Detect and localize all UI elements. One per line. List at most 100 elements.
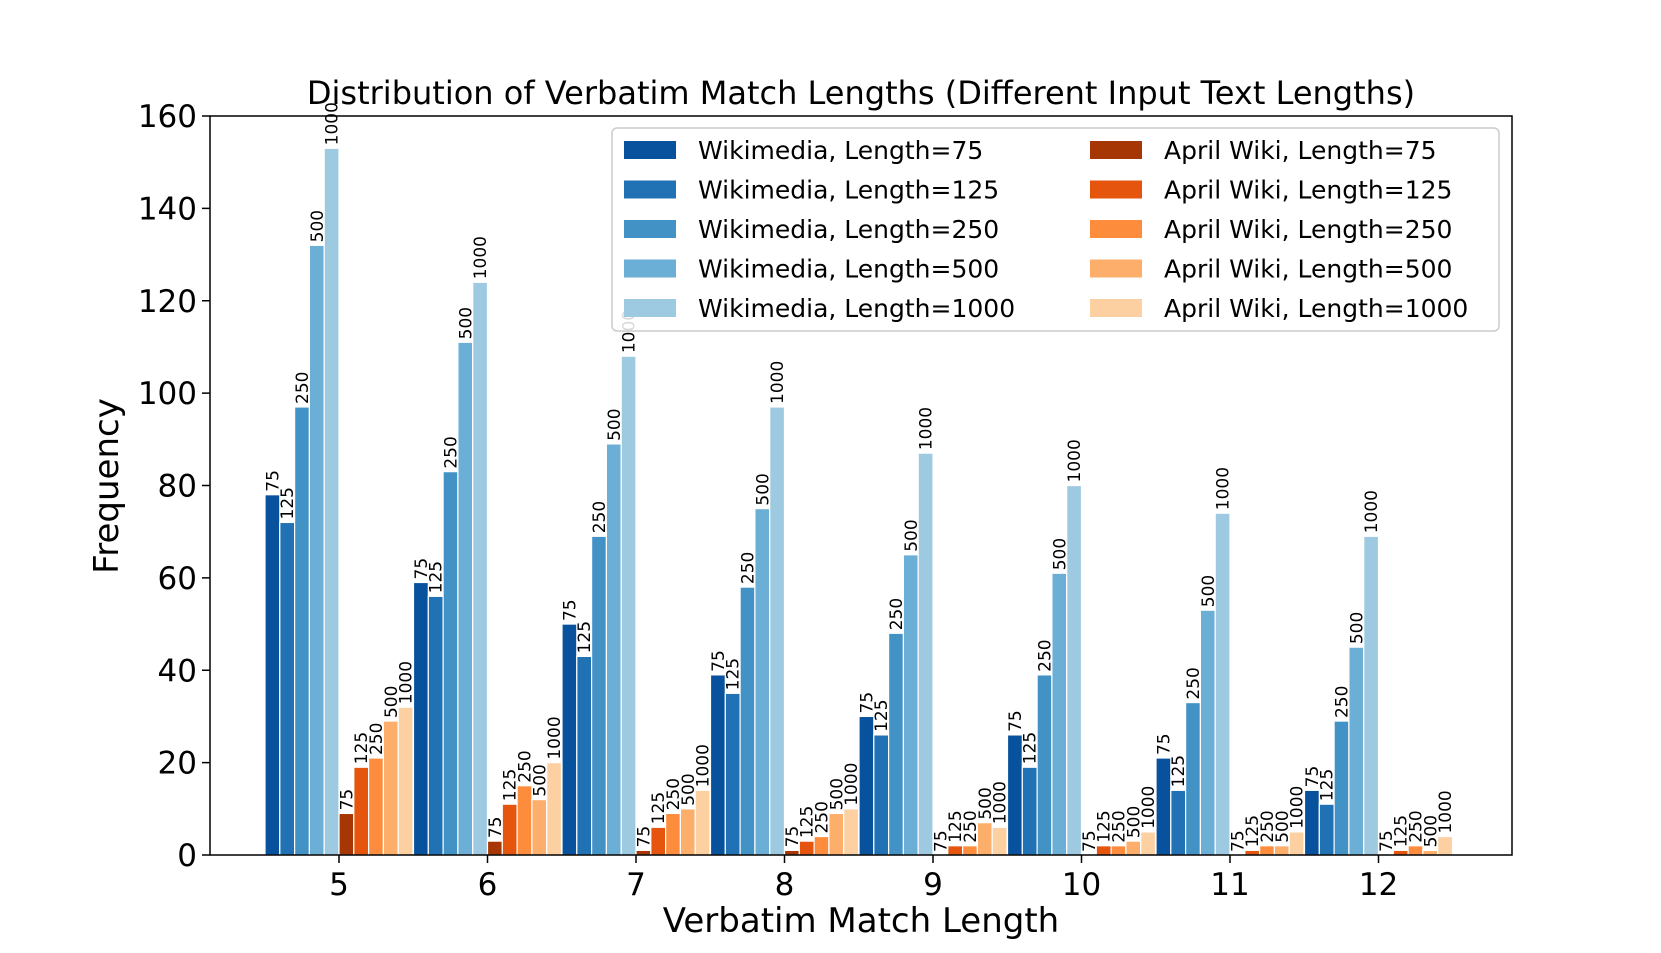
legend-entry-label: April Wiki, Length=250	[1164, 215, 1452, 244]
bar-data-label: 500	[902, 519, 922, 551]
bar	[368, 757, 385, 856]
y-tick-label: 100	[138, 376, 197, 412]
bar-data-label: 1000	[545, 716, 565, 759]
bar-data-label: 125	[1243, 815, 1263, 847]
bar-data-label: 125	[1095, 810, 1115, 842]
bar-data-label: 250	[1407, 810, 1427, 842]
legend-swatch	[1090, 141, 1142, 159]
x-tick-label: 10	[1062, 867, 1101, 903]
y-tick-label: 60	[158, 561, 197, 597]
bar	[264, 494, 281, 856]
bar-data-label: 250	[1333, 686, 1353, 718]
bar	[308, 244, 325, 856]
legend-entry-label: April Wiki, Length=75	[1164, 136, 1437, 165]
bar	[813, 835, 830, 856]
bar	[531, 798, 548, 856]
bar	[486, 840, 503, 856]
x-tick-label: 5	[329, 867, 349, 903]
bar-data-label: 500	[530, 764, 550, 796]
bar-data-label: 250	[961, 810, 981, 842]
bar-data-label: 250	[739, 552, 759, 584]
bar-data-label: 250	[590, 501, 610, 533]
bar-data-label: 250	[1110, 810, 1130, 842]
bar-data-label: 250	[887, 598, 907, 630]
bar	[679, 808, 696, 856]
bar-data-label: 1000	[1214, 467, 1234, 510]
bar	[991, 826, 1008, 856]
bar-data-label: 1000	[1362, 490, 1382, 533]
bar-data-label: 125	[724, 658, 744, 690]
legend-entry-label: Wikimedia, Length=1000	[698, 294, 1015, 323]
bar	[1348, 646, 1365, 856]
bar-data-label: 125	[1021, 732, 1041, 764]
bar-data-label: 1000	[991, 781, 1011, 824]
bar-data-label: 75	[857, 692, 877, 714]
y-tick-label: 20	[158, 746, 197, 782]
bar-data-label: 125	[427, 561, 447, 593]
bar-data-label: 125	[352, 732, 372, 764]
legend-entry-label: Wikimedia, Length=75	[698, 136, 983, 165]
x-tick-label: 8	[775, 867, 795, 903]
bar-data-label: 500	[605, 408, 625, 440]
bar-data-label: 1000	[1139, 786, 1159, 829]
x-tick-label: 9	[923, 867, 943, 903]
x-axis-label: Verbatim Match Length	[663, 901, 1059, 941]
bar-data-label: 500	[308, 210, 328, 242]
bar-data-label: 1000	[1436, 790, 1456, 833]
bar	[1170, 789, 1187, 856]
legend-swatch	[1090, 299, 1142, 317]
bar	[576, 655, 593, 856]
bar-data-label: 250	[516, 750, 536, 782]
legend-entry-label: Wikimedia, Length=500	[698, 255, 999, 284]
bar-data-label: 75	[931, 830, 951, 852]
legend-swatch	[1090, 180, 1142, 199]
bar-data-label: 75	[1154, 733, 1174, 755]
bar-data-label: 250	[1184, 667, 1204, 699]
legend-swatch	[624, 141, 676, 159]
bar-data-label: 500	[1124, 806, 1144, 838]
bar-labels-layer: 7512525050010007512525050010007512525050…	[263, 102, 1456, 852]
bar	[323, 147, 340, 856]
bar	[1363, 535, 1380, 856]
bar-data-label: 500	[1421, 815, 1441, 847]
bar	[1110, 845, 1127, 856]
bar-data-label: 500	[753, 473, 773, 505]
bar	[739, 586, 756, 856]
bar-data-label: 500	[1273, 810, 1293, 842]
bar-data-label: 500	[382, 686, 402, 718]
bar	[873, 734, 890, 856]
bar-data-label: 75	[486, 816, 506, 838]
legend-entry-label: Wikimedia, Length=250	[698, 215, 999, 244]
y-axis: 0 20 40 60 80 100 120 140 160	[138, 99, 210, 874]
bar-data-label: 125	[1318, 769, 1338, 801]
legend-entry-label: April Wiki, Length=500	[1164, 255, 1452, 284]
bar	[397, 706, 414, 856]
bar-data-label: 75	[1303, 766, 1323, 788]
bar	[279, 521, 296, 856]
x-axis: 5 6 7 8 9 10 11 12	[329, 855, 1398, 903]
bar	[457, 341, 474, 856]
bar	[338, 812, 355, 856]
bar-data-label: 125	[1392, 815, 1412, 847]
bar-data-label: 1000	[917, 407, 937, 450]
legend-swatch	[1090, 259, 1142, 278]
bar-data-label: 500	[456, 307, 476, 339]
bar-data-label: 125	[649, 792, 669, 824]
bar-data-label: 75	[709, 650, 729, 672]
bar-data-label: 125	[946, 810, 966, 842]
bar-data-label: 75	[634, 826, 654, 848]
bar-data-label: 125	[278, 487, 298, 519]
bar-data-label: 75	[783, 826, 803, 848]
bar-data-label: 500	[679, 773, 699, 805]
bar	[887, 632, 904, 856]
bar-data-label: 75	[1377, 830, 1397, 852]
bar	[1214, 512, 1231, 856]
bar	[590, 535, 607, 856]
bar-data-label: 75	[412, 558, 432, 580]
legend-swatch	[624, 220, 676, 238]
bar	[1199, 609, 1216, 856]
bar-data-label: 500	[1199, 575, 1219, 607]
y-tick-label: 120	[138, 284, 197, 320]
bar-data-label: 250	[293, 372, 313, 404]
